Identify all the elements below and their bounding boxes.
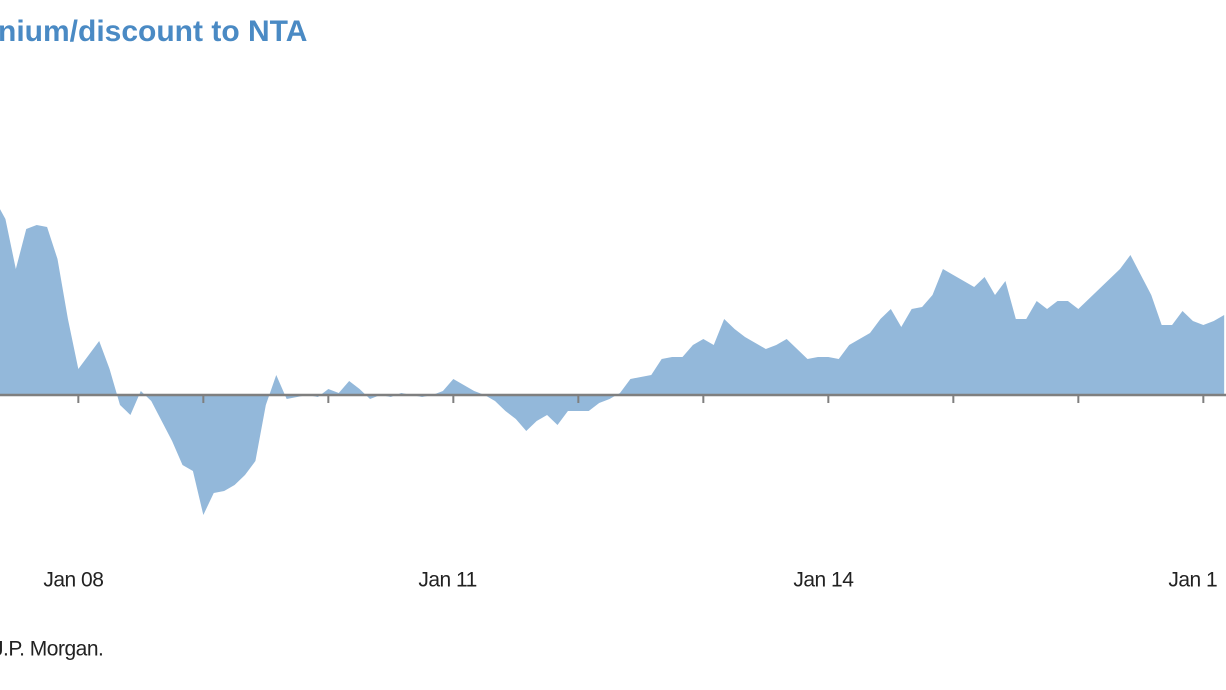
x-tick-label: Jan 08 [43,569,103,592]
area [0,209,1225,515]
x-tick-label: Jan 14 [793,569,854,592]
chart-title: nium/discount to NTA [0,15,307,48]
source-note: J.P. Morgan. [0,638,103,661]
x-tick-label: Jan 1 [1168,569,1217,592]
x-tick-label: Jan 11 [418,569,477,592]
